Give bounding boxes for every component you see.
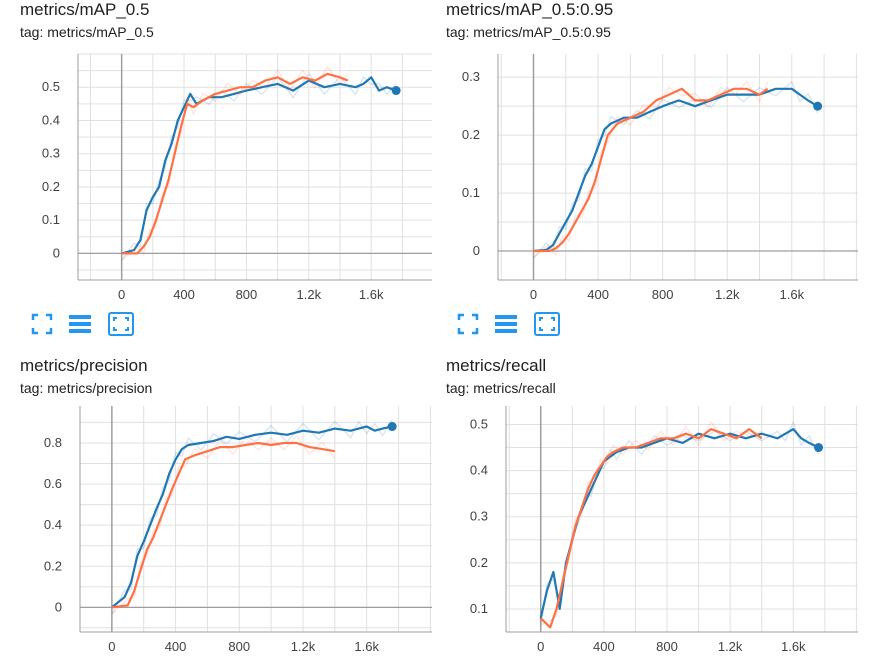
y-tick-label: 0.6 <box>44 476 62 491</box>
x-tick-label: 1.2k <box>297 287 322 302</box>
x-tick-label: 1.6k <box>780 287 805 302</box>
y-tick-label: 0.2 <box>44 558 62 573</box>
y-tick-label: 0.1 <box>462 185 480 200</box>
chart-tag: tag: metrics/mAP_0.5:0.95 <box>446 24 611 40</box>
x-tick-label: 0 <box>530 287 537 302</box>
x-tick-label: 1.2k <box>715 287 740 302</box>
chart-card-map0595: metrics/mAP_0.5:0.95 tag: metrics/mAP_0.… <box>446 0 876 340</box>
y-tick-label: 0.4 <box>470 463 488 478</box>
series-raw-line <box>533 80 769 259</box>
chart-card-map05: metrics/mAP_0.5 tag: metrics/mAP_0.5 0 40… <box>20 0 450 340</box>
chart-tag: tag: metrics/precision <box>20 380 153 396</box>
series-line <box>111 441 335 609</box>
x-tick-label: 400 <box>587 287 609 302</box>
series-end-point <box>814 443 824 453</box>
fit-domain-icon[interactable] <box>534 312 560 336</box>
chart-card-precision: metrics/precision tag: metrics/precision… <box>20 356 450 664</box>
toggle-y-log-icon[interactable] <box>494 312 518 336</box>
x-tick-label: 400 <box>593 639 615 654</box>
y-tick-label: 0.2 <box>42 179 60 194</box>
series-end-point <box>391 86 401 96</box>
x-tick-label: 0 <box>108 639 115 654</box>
chart-title: metrics/mAP_0.5:0.95 <box>446 0 614 19</box>
x-tick-label: 1.2k <box>291 639 316 654</box>
x-tick-label: 0 <box>537 639 544 654</box>
series-raw-line <box>540 420 820 626</box>
x-tick-label: 800 <box>228 639 250 654</box>
x-tick-label: 800 <box>652 287 674 302</box>
y-tick-label: 0.4 <box>44 517 62 532</box>
y-tick-label: 0 <box>53 245 60 260</box>
y-tick-label: 0.1 <box>470 601 488 616</box>
series-end-point <box>813 101 823 111</box>
x-tick-label: 0 <box>118 287 125 302</box>
series-raw-line <box>532 80 819 259</box>
x-tick-label: 400 <box>173 287 195 302</box>
y-tick-label: 0.3 <box>470 509 488 524</box>
line-chart[interactable]: 0 400 800 1.2k 1.6k 0.1 0.2 0.3 0.4 0.5 <box>446 356 876 664</box>
x-tick-label: 1.6k <box>354 639 379 654</box>
x-tick-label: 800 <box>236 287 258 302</box>
series-line <box>539 427 763 629</box>
chart-title: metrics/mAP_0.5 <box>20 0 150 19</box>
y-tick-label: 0.2 <box>462 127 480 142</box>
line-chart[interactable]: 0 400 800 1.2k 1.6k 0 0.1 0.2 0.3 0.4 0.5 <box>20 0 450 310</box>
y-tick-label: 0.3 <box>462 69 480 84</box>
series-raw-line <box>540 420 762 626</box>
line-chart[interactable]: 0 400 800 1.2k 1.6k 0 0.2 0.4 0.6 0.8 <box>20 356 450 664</box>
series-line <box>539 427 819 619</box>
y-tick-label: 0.4 <box>42 112 60 127</box>
y-tick-label: 0 <box>473 243 480 258</box>
fullscreen-icon[interactable] <box>456 312 480 336</box>
chart-tag: tag: metrics/mAP_0.5 <box>20 24 154 40</box>
chart-title: metrics/recall <box>446 356 547 375</box>
y-tick-label: 0.1 <box>42 212 60 227</box>
y-tick-label: 0.3 <box>42 146 60 161</box>
y-tick-label: 0.5 <box>470 416 488 431</box>
line-chart[interactable]: 0 400 800 1.2k 1.6k 0 0.1 0.2 0.3 <box>446 0 876 310</box>
series-raw-line <box>121 65 349 261</box>
series-line <box>533 87 769 253</box>
chart-card-recall: metrics/recall tag: metrics/recall 0 400 8… <box>446 356 876 664</box>
series-line <box>121 76 397 255</box>
y-tick-label: 0.8 <box>44 435 62 450</box>
x-tick-label: 800 <box>656 639 678 654</box>
y-tick-label: 0 <box>55 599 62 614</box>
toggle-y-log-icon[interactable] <box>68 312 92 336</box>
x-tick-label: 1.6k <box>781 639 806 654</box>
series-line <box>533 87 819 253</box>
series-line <box>111 425 393 609</box>
x-tick-label: 400 <box>165 639 187 654</box>
chart-tag: tag: metrics/recall <box>446 380 556 396</box>
y-tick-label: 0.5 <box>42 79 60 94</box>
series-line <box>121 72 349 255</box>
y-tick-label: 0.2 <box>470 555 488 570</box>
series-end-point <box>387 422 397 432</box>
fullscreen-icon[interactable] <box>30 312 54 336</box>
fit-domain-icon[interactable] <box>108 312 134 336</box>
x-tick-label: 1.6k <box>359 287 384 302</box>
x-tick-label: 1.2k <box>718 639 743 654</box>
chart-title: metrics/precision <box>20 356 148 375</box>
